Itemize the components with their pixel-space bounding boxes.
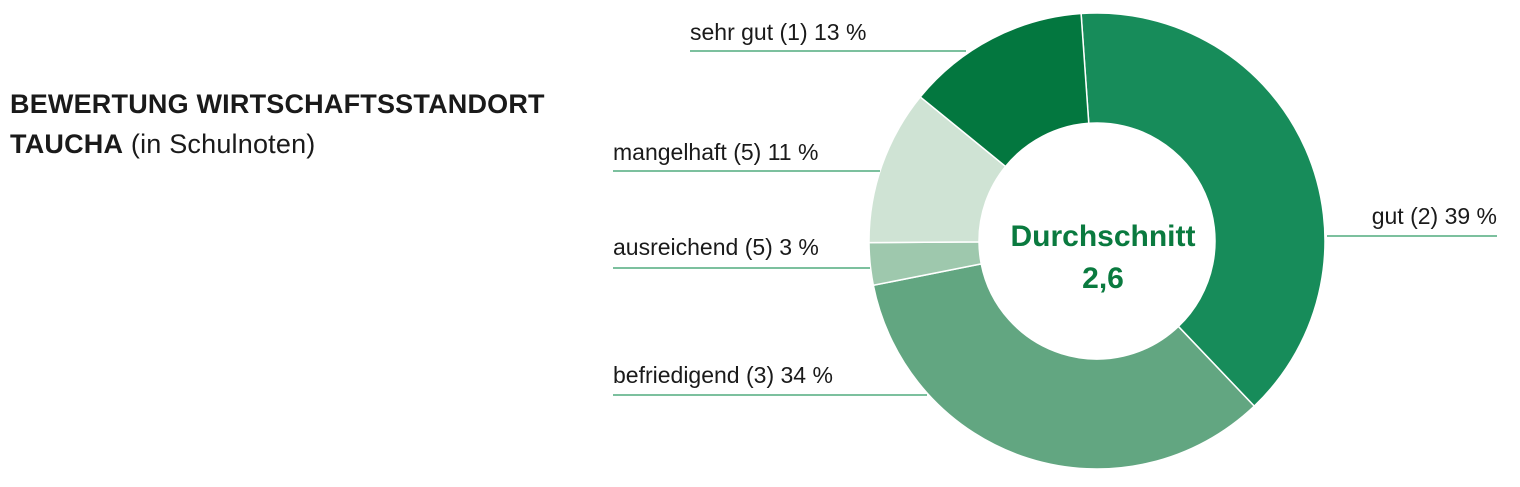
slice-label-3: mangelhaft (5) 11 %	[613, 139, 818, 165]
chart-title-line2: TAUCHA (in Schulnoten)	[10, 124, 545, 164]
leader-lines	[613, 50, 1497, 396]
slice-label-0: gut (2) 39 %	[1372, 203, 1497, 229]
chart-title-line1: BEWERTUNG WIRTSCHAFTSSTANDORT	[10, 89, 545, 119]
donut-slice-4	[919, 12, 1090, 168]
slice-label-2: ausreichend (5) 3 %	[613, 234, 819, 260]
chart-title-unit: (in Schulnoten)	[130, 129, 316, 159]
average-label: Durchschnitt	[1010, 220, 1195, 253]
average-value: 2,6	[1082, 262, 1124, 295]
donut-slices	[868, 12, 1326, 470]
donut-slice-1	[872, 263, 1256, 470]
slice-label-1: befriedigend (3) 34 %	[613, 362, 833, 388]
slice-labels: gut (2) 39 % befriedigend (3) 34 % ausreic…	[613, 19, 1497, 388]
donut-slice-0	[1080, 12, 1326, 408]
chart-title-location: TAUCHA	[10, 129, 124, 159]
chart-title: BEWERTUNG WIRTSCHAFTSSTANDORT TAUCHA (in…	[10, 84, 545, 164]
slice-label-4: sehr gut (1) 13 %	[690, 19, 866, 45]
